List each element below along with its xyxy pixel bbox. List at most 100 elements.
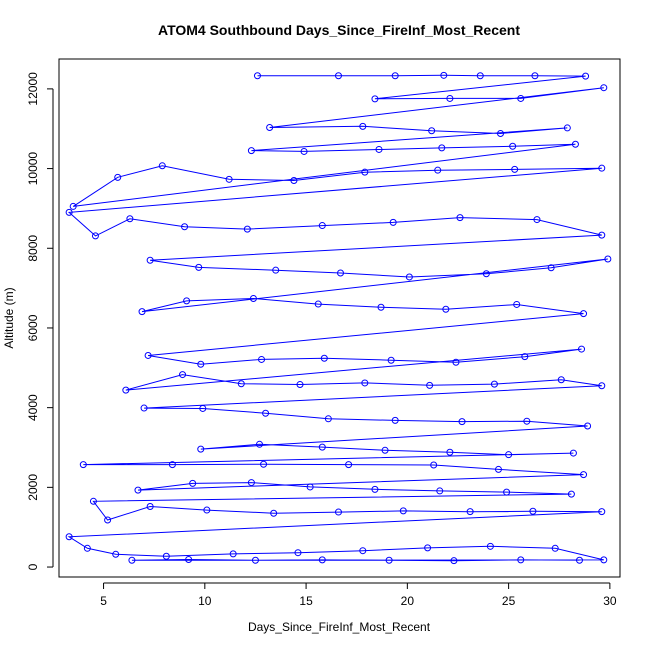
data-point bbox=[345, 461, 353, 469]
data-point bbox=[272, 266, 280, 274]
data-point bbox=[247, 147, 255, 155]
data-point bbox=[183, 297, 191, 305]
data-point bbox=[482, 270, 490, 278]
y-tick-label: 2000 bbox=[26, 474, 40, 501]
x-tick-label: 15 bbox=[299, 594, 313, 608]
data-point bbox=[128, 556, 136, 564]
data-point bbox=[430, 461, 438, 469]
data-point bbox=[359, 547, 367, 555]
data-point bbox=[229, 550, 237, 558]
data-point bbox=[436, 487, 444, 495]
x-axis-label: Days_Since_FireInf_Most_Recent bbox=[248, 620, 431, 634]
data-point bbox=[375, 145, 383, 153]
data-point bbox=[126, 215, 134, 223]
data-point bbox=[65, 208, 73, 216]
data-point bbox=[334, 72, 342, 80]
data-point bbox=[497, 130, 505, 138]
data-point bbox=[320, 354, 328, 362]
data-point bbox=[494, 465, 502, 473]
data-point bbox=[385, 556, 393, 564]
data-point bbox=[359, 122, 367, 130]
data-point bbox=[203, 506, 211, 514]
data-point bbox=[318, 556, 326, 564]
data-point bbox=[531, 72, 539, 80]
data-point bbox=[337, 269, 345, 277]
x-tick-label: 5 bbox=[100, 594, 107, 608]
y-tick-label: 4000 bbox=[26, 394, 40, 421]
data-point bbox=[598, 231, 606, 239]
data-point bbox=[426, 381, 434, 389]
data-point bbox=[517, 556, 525, 564]
data-point bbox=[569, 449, 577, 457]
x-axis: 5 10 15 20 25 30 bbox=[100, 582, 617, 608]
x-tick-label: 20 bbox=[401, 594, 415, 608]
data-point bbox=[112, 550, 120, 558]
data-point bbox=[122, 386, 130, 394]
data-point bbox=[391, 416, 399, 424]
data-point bbox=[466, 508, 474, 516]
data-point bbox=[452, 358, 460, 366]
data-point bbox=[318, 222, 326, 230]
data-point bbox=[69, 202, 77, 210]
data-point bbox=[598, 382, 606, 390]
data-point bbox=[256, 440, 264, 448]
data-point bbox=[557, 376, 565, 384]
data-point bbox=[509, 142, 517, 150]
y-axis-label: Altitude (m) bbox=[2, 287, 16, 348]
data-point bbox=[260, 460, 268, 468]
data-point bbox=[324, 415, 332, 423]
data-point bbox=[377, 303, 385, 311]
data-point bbox=[158, 162, 166, 170]
data-point bbox=[580, 310, 588, 318]
data-point bbox=[476, 72, 484, 80]
data-point bbox=[456, 214, 464, 222]
data-point bbox=[189, 479, 197, 487]
data-point bbox=[290, 177, 298, 185]
data-point bbox=[547, 264, 555, 272]
data-point bbox=[181, 223, 189, 231]
data-point bbox=[251, 556, 259, 564]
data-point bbox=[361, 379, 369, 387]
series-layer bbox=[65, 71, 612, 565]
data-point bbox=[486, 542, 494, 550]
data-point bbox=[440, 71, 448, 79]
data-point bbox=[584, 422, 592, 430]
data-point bbox=[582, 72, 590, 80]
data-point bbox=[162, 552, 170, 560]
data-point bbox=[600, 84, 608, 92]
data-point bbox=[571, 140, 579, 148]
data-point bbox=[83, 544, 91, 552]
data-point bbox=[529, 507, 537, 515]
data-point bbox=[65, 533, 73, 541]
data-point bbox=[146, 502, 154, 510]
data-point bbox=[262, 409, 270, 417]
data-point bbox=[197, 360, 205, 368]
y-axis: 0 2000 4000 6000 8000 10000 12000 bbox=[26, 72, 54, 570]
data-point bbox=[258, 355, 266, 363]
x-tick-label: 10 bbox=[198, 594, 212, 608]
data-point bbox=[140, 404, 148, 412]
data-point bbox=[458, 418, 466, 426]
data-point bbox=[270, 509, 278, 517]
plot-frame bbox=[58, 58, 621, 578]
data-point bbox=[89, 497, 97, 505]
data-point bbox=[563, 124, 571, 132]
data-point bbox=[237, 380, 245, 388]
data-point bbox=[104, 516, 112, 524]
data-point bbox=[334, 508, 342, 516]
data-point bbox=[300, 147, 308, 155]
data-point bbox=[575, 556, 583, 564]
data-point bbox=[391, 72, 399, 80]
data-point bbox=[314, 300, 322, 308]
data-point bbox=[146, 256, 154, 264]
y-tick-label: 6000 bbox=[26, 314, 40, 341]
data-point bbox=[523, 417, 531, 425]
data-point bbox=[580, 471, 588, 479]
data-point bbox=[253, 72, 261, 80]
data-point bbox=[424, 544, 432, 552]
data-point bbox=[567, 490, 575, 498]
x-tick-label: 25 bbox=[502, 594, 516, 608]
data-point bbox=[195, 263, 203, 271]
data-point bbox=[249, 294, 257, 302]
